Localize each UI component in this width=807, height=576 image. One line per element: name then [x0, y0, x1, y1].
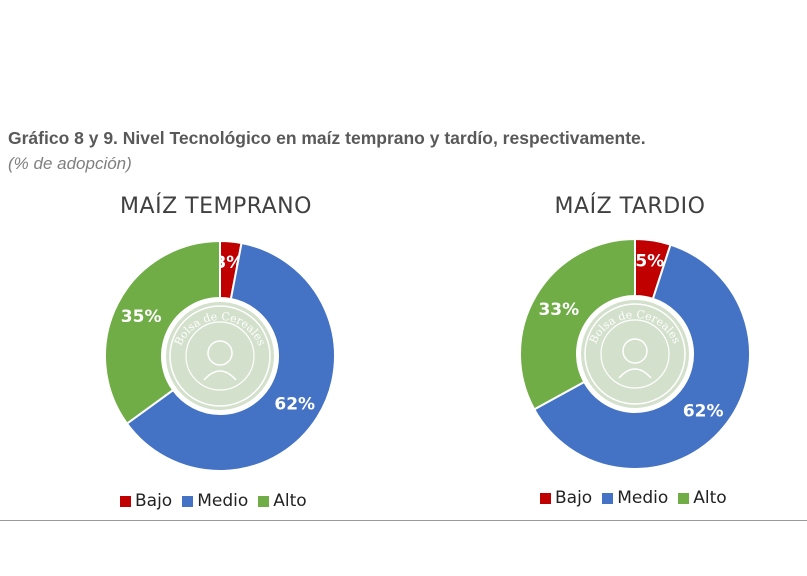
legend-label: Bajo	[555, 488, 593, 508]
legend-label: Alto	[273, 491, 307, 511]
bolsa-de-cereales-seal-icon: Bolsa de Cereales	[166, 302, 274, 410]
slice-alto	[519, 237, 636, 411]
data-label-alto: 33%	[538, 300, 579, 320]
legend-item-alto: Alto	[678, 488, 727, 508]
legend-item-medio: Medio	[182, 491, 248, 511]
slice-medio	[532, 243, 751, 470]
legend-tardio: Bajo Medio Alto	[540, 488, 727, 508]
data-label-medio: 62%	[274, 394, 315, 414]
bolsa-de-cereales-seal-icon: Bolsa de Cereales	[581, 300, 689, 408]
legend-item-bajo: Bajo	[120, 491, 172, 511]
legend-label: Bajo	[135, 491, 173, 511]
legend-label: Alto	[693, 488, 727, 508]
legend-label: Medio	[197, 491, 249, 511]
chart-title-temprano: MAÍZ TEMPRANO	[120, 194, 312, 219]
data-label-bajo: 5%	[635, 252, 664, 272]
slice-alto	[104, 239, 221, 425]
legend-item-medio: Medio	[602, 488, 668, 508]
figure-title: Gráfico 8 y 9. Nivel Tecnológico en maíz…	[8, 128, 646, 148]
data-label-alto: 35%	[121, 307, 162, 327]
legend-item-bajo: Bajo	[540, 488, 592, 508]
donut-chart-temprano: 3%62%35%Bolsa de Cereales	[104, 239, 336, 472]
legend-item-alto: Alto	[258, 491, 307, 511]
donut-chart-tardio: 5% 62% 33%Bolsa de Cereales	[519, 237, 751, 470]
legend-swatch	[540, 492, 551, 504]
legend-swatch	[120, 495, 131, 507]
legend-swatch	[182, 495, 194, 507]
figure-subtitle: (% de adopción)	[8, 154, 132, 173]
legend-swatch	[602, 492, 614, 504]
legend-label: Medio	[617, 488, 669, 508]
data-label-medio: 62%	[683, 401, 724, 421]
chart-title-tardio: MAÍZ TARDIO	[554, 194, 706, 219]
legend-temprano: Bajo Medio Alto	[120, 491, 307, 511]
slice-medio	[125, 241, 336, 472]
legend-swatch	[678, 492, 690, 504]
bottom-divider	[0, 520, 807, 521]
legend-swatch	[258, 495, 270, 507]
